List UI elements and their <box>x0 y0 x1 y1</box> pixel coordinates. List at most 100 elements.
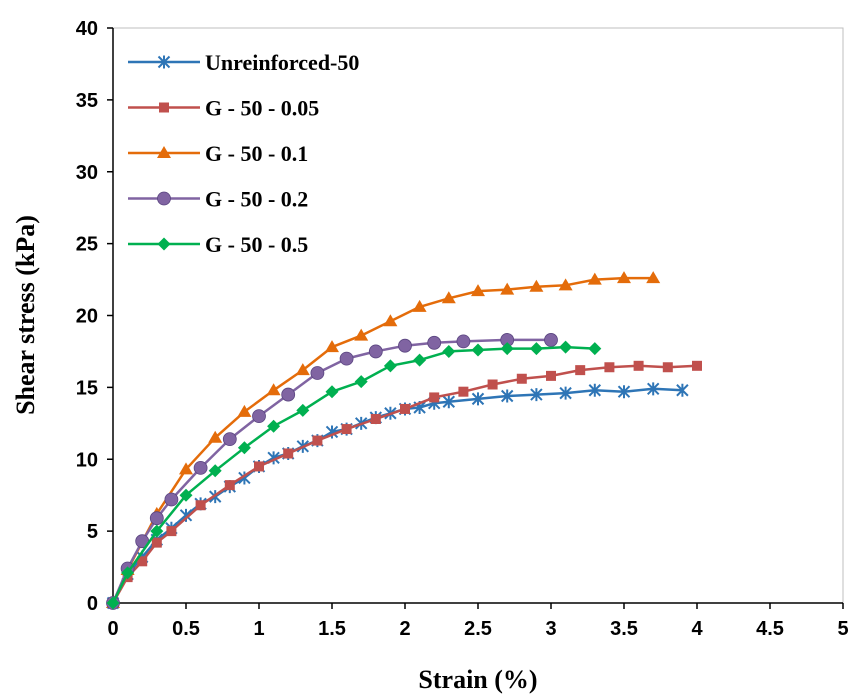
data-point <box>339 351 354 366</box>
data-point <box>646 271 661 284</box>
data-point <box>283 448 294 459</box>
data-point <box>442 395 456 409</box>
data-point <box>341 424 352 435</box>
y-tick-label: 5 <box>87 521 98 543</box>
data-point <box>208 464 222 478</box>
y-tick-label: 10 <box>76 449 98 471</box>
data-point <box>529 279 544 292</box>
data-point <box>149 511 164 526</box>
data-point <box>193 460 208 475</box>
data-point <box>137 556 148 567</box>
series-4 <box>106 340 602 610</box>
x-tick-label: 4.5 <box>756 618 784 640</box>
y-tick-label: 25 <box>76 234 98 256</box>
data-point <box>546 370 556 381</box>
data-point <box>150 524 164 538</box>
data-point <box>383 314 398 327</box>
data-point <box>412 299 427 312</box>
data-point <box>429 392 440 403</box>
data-point <box>398 338 412 353</box>
data-point <box>529 342 543 356</box>
x-tick-label: 4 <box>691 618 703 640</box>
legend-label: G - 50 - 0.1 <box>205 141 308 166</box>
data-point <box>500 389 514 403</box>
data-point <box>224 480 235 491</box>
y-tick-label: 0 <box>87 593 98 615</box>
x-tick-label: 1 <box>253 618 264 640</box>
data-point <box>370 414 381 424</box>
legend-item: G - 50 - 0.05 <box>128 96 319 121</box>
data-point <box>559 340 573 354</box>
data-point <box>500 342 514 356</box>
data-point <box>383 359 397 373</box>
data-point <box>266 383 281 396</box>
data-point <box>587 272 602 285</box>
data-point <box>237 441 251 455</box>
legend-marker <box>157 237 171 251</box>
data-point <box>662 362 673 373</box>
legend: Unreinforced-50 G - 50 - 0.05 G - 50 - 0.1… <box>118 35 418 263</box>
data-point <box>617 271 631 284</box>
x-tick-label: 0.5 <box>172 618 200 640</box>
legend-label: Unreinforced-50 <box>205 50 359 75</box>
legend-marker <box>157 146 171 158</box>
legend-marker <box>157 191 171 206</box>
data-point <box>164 492 179 507</box>
data-point <box>179 462 193 475</box>
data-point <box>208 430 223 443</box>
data-point <box>617 385 631 399</box>
data-point <box>471 343 485 357</box>
data-point <box>354 328 369 341</box>
y-tick-label: 35 <box>76 90 98 112</box>
x-tick-label: 2 <box>399 618 410 640</box>
data-point <box>166 526 177 537</box>
data-point <box>516 373 527 384</box>
data-point <box>676 383 689 397</box>
y-tick-label: 40 <box>76 18 98 40</box>
data-point <box>604 362 615 373</box>
legend-item: G - 50 - 0.2 <box>128 187 308 212</box>
y-tick-label: 30 <box>76 162 98 184</box>
legend-label: G - 50 - 0.05 <box>205 96 319 121</box>
data-point <box>692 360 702 371</box>
legend-box <box>118 35 418 263</box>
data-point <box>281 387 296 402</box>
data-point <box>441 291 456 304</box>
data-point <box>312 435 323 446</box>
data-point <box>179 488 193 502</box>
legend-marker <box>159 102 169 113</box>
x-tick-label: 0 <box>107 618 118 640</box>
data-point <box>427 335 442 350</box>
data-point <box>413 353 427 367</box>
axes: 0 5 10 15 20 25 30 35 40 0 0.5 1 1.5 2 2.5 3 3.5 4 4.5 5 <box>76 18 849 640</box>
data-point <box>267 419 281 433</box>
x-tick-label: 2.5 <box>464 618 492 640</box>
data-point <box>310 366 325 380</box>
data-point <box>295 363 310 376</box>
data-point <box>254 461 264 472</box>
data-point <box>487 379 498 390</box>
legend-item: G - 50 - 0.5 <box>128 232 308 257</box>
series-2 <box>106 271 661 608</box>
data-point <box>633 360 644 371</box>
data-point <box>368 344 383 359</box>
data-point <box>458 386 469 397</box>
data-point <box>195 500 206 511</box>
data-point <box>442 344 456 358</box>
data-point <box>237 404 252 417</box>
data-point <box>646 382 660 396</box>
legend-item: Unreinforced-50 <box>128 50 359 75</box>
data-point <box>325 385 339 399</box>
x-tick-label: 1.5 <box>318 618 346 640</box>
data-point <box>296 403 310 417</box>
legend-label: G - 50 - 0.2 <box>205 187 308 212</box>
data-point <box>559 386 572 400</box>
data-point <box>151 537 162 548</box>
data-point <box>325 340 339 353</box>
data-point <box>544 333 558 347</box>
data-point <box>121 566 135 580</box>
data-point <box>106 596 120 610</box>
data-point <box>252 409 266 424</box>
data-point <box>530 388 543 402</box>
